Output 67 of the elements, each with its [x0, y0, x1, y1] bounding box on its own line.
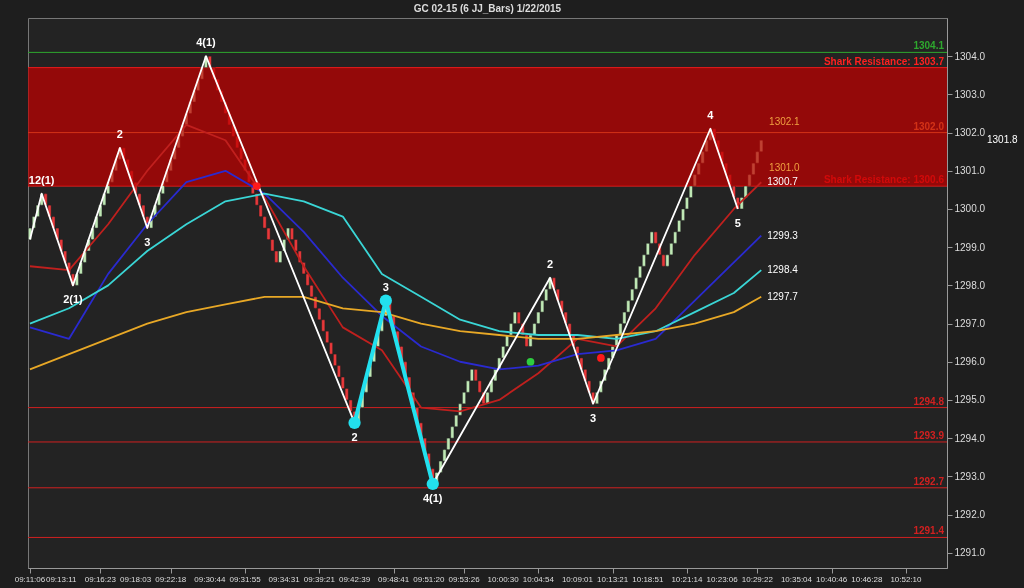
ref-line-label: 1302.0 [913, 120, 945, 132]
y-tick-label: 1291.0 [954, 547, 986, 559]
y-tick-label: 1292.0 [954, 509, 986, 521]
x-tick-label: 10:09:01 [561, 575, 594, 584]
x-tick-label: 10:13:21 [597, 575, 629, 584]
annotation: 2(1) [63, 293, 84, 306]
x-tick-label: 10:29:22 [741, 575, 774, 584]
y-tick-label: 1304.0 [954, 50, 986, 62]
x-tick-label: 09:11:06 [14, 575, 46, 584]
annotation: 4 [707, 108, 715, 121]
y-tick-label: 1301.0 [954, 165, 986, 177]
annotation: 1302.1 [769, 116, 801, 127]
x-tick-label: 09:39:21 [303, 575, 336, 584]
annotation: 3 [144, 236, 151, 249]
x-tick-label: 09:18:03 [119, 575, 152, 584]
ref-line-label: 1291.4 [913, 525, 945, 537]
text: 1301.8 [987, 134, 1018, 146]
x-tick-label: 09:16:23 [84, 575, 117, 584]
annotation: 12(1) [28, 173, 55, 186]
x-tick-label: 10:52:10 [890, 575, 923, 584]
x-tick-label: 09:22:18 [155, 575, 187, 584]
x-tick-label: 10:18:51 [632, 575, 664, 584]
x-tick-label: 09:13:11 [45, 575, 78, 584]
annotation: 3 [382, 280, 389, 293]
x-tick-label: 09:51:20 [413, 575, 445, 584]
ref-line-label: 1304.1 [913, 40, 945, 52]
annotation: 2 [351, 430, 358, 443]
y-tick-label: 1303.0 [954, 88, 986, 100]
x-tick-label: 10:00:30 [487, 575, 520, 584]
data-label: 1300.7 [767, 176, 799, 188]
ref-line-label: Shark Resistance: 1300.6 [823, 174, 945, 186]
ref-line-label: Shark Resistance: 1303.7 [823, 55, 945, 67]
y-tick-label: 1296.0 [954, 356, 986, 368]
y-tick-label: 1294.0 [954, 432, 986, 444]
annotation: 2 [547, 257, 554, 270]
data-label: 1298.4 [767, 264, 799, 276]
annotation: 5 [734, 216, 741, 229]
ref-line-label: 1294.8 [913, 395, 945, 407]
y-tick-label: 1297.0 [954, 318, 986, 330]
chart-title: GC 02-15 (6 JJ_Bars) 1/22/2015 [413, 3, 562, 14]
y-tick-label: 1299.0 [954, 241, 986, 253]
data-label: 1297.7 [767, 290, 799, 302]
x-tick-label: 10:40:46 [816, 575, 848, 584]
annotation: 3 [590, 411, 597, 424]
annotation: 4(1) [422, 491, 443, 504]
y-tick-label: 1295.0 [954, 394, 986, 406]
data-label: 1299.3 [767, 229, 799, 241]
ref-line-label: 1293.9 [913, 429, 945, 441]
y-tick-label: 1298.0 [954, 279, 986, 291]
ref-line-label: 1292.7 [913, 475, 945, 487]
annotation: 2 [116, 127, 123, 140]
annotation: 4(1) [196, 36, 217, 49]
x-tick-label: 09:31:55 [229, 575, 262, 584]
x-tick-label: 10:35:04 [780, 575, 813, 584]
x-tick-label: 09:42:39 [338, 575, 371, 584]
y-tick-label: 1300.0 [954, 203, 986, 215]
x-tick-label: 10:04:54 [522, 575, 555, 584]
x-tick-label: 09:53:26 [448, 575, 481, 584]
annotation: 1301.0 [769, 162, 801, 173]
x-tick-label: 09:30:44 [194, 575, 226, 584]
x-tick-label: 09:34:31 [268, 575, 301, 584]
x-tick-label: 10:23:06 [706, 575, 739, 584]
y-tick-label: 1302.0 [954, 127, 986, 139]
x-tick-label: 10:46:28 [851, 575, 883, 584]
x-tick-label: 10:21:14 [671, 575, 704, 584]
y-tick-label: 1293.0 [954, 470, 986, 482]
x-tick-label: 09:48:41 [378, 575, 410, 584]
